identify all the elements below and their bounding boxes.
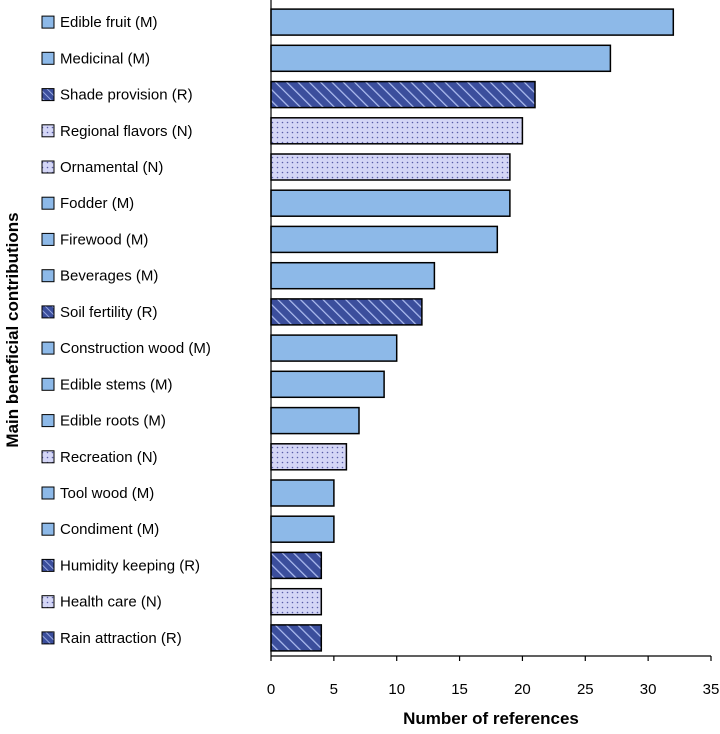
category-label-fodder: Fodder (M) [60,195,134,212]
bar-construction-wood [270,334,398,362]
bar-firewood [270,225,499,254]
category-label-recreation: Recreation (N) [60,449,158,466]
category-label-beverages: Beverages (M) [60,268,158,285]
x-axis: 0 5 10 15 20 25 30 35 [267,0,720,698]
swatch-fodder [41,196,55,210]
bar-condiment [270,515,335,543]
bar-regional-flavors [270,117,524,145]
swatch-shade-provision [41,88,55,102]
swatch-humidity-keeping [41,558,55,572]
category-labels: Edible fruit (M) Medicinal (M) Shade provi… [41,14,211,647]
category-label-regional-flavors: Regional flavors (N) [60,123,193,140]
x-axis-title: Number of references [403,709,579,728]
x-tick-label-35: 35 [703,681,720,698]
category-label-humidity-keeping: Humidity keeping (R) [60,557,200,574]
bar-soil-fertility [270,298,423,326]
category-label-tool-wood: Tool wood (M) [60,485,154,502]
x-tick-label-5: 5 [330,681,338,698]
swatch-edible-fruit [41,15,55,29]
swatch-regional-flavors [41,124,55,138]
bar-rain-attraction [270,624,323,652]
swatch-condiment [41,522,55,536]
bar-recreation [270,443,348,471]
category-label-soil-fertility: Soil fertility (R) [60,304,158,321]
x-tick-label-0: 0 [267,681,275,698]
x-tick-label-10: 10 [388,681,405,698]
bar-edible-roots [270,406,360,435]
category-label-firewood: Firewood (M) [60,231,148,248]
category-label-rain-attraction: Rain attraction (R) [60,630,182,647]
bar-edible-stems [270,370,385,399]
swatch-firewood [41,232,55,246]
bar-ornamental [270,153,511,181]
category-label-edible-stems: Edible stems (M) [60,376,173,393]
swatch-beverages [41,269,55,283]
x-tick-label-30: 30 [640,681,657,698]
bar-humidity-keeping [270,551,323,580]
swatch-ornamental [41,160,55,174]
swatch-recreation [41,450,55,464]
swatch-soil-fertility [41,305,55,319]
bar-shade-provision [270,80,536,109]
swatch-edible-stems [41,377,55,391]
plot-area [270,8,675,652]
bar-fodder [270,189,511,217]
category-label-edible-roots: Edible roots (M) [60,413,166,430]
bar-beverages [270,261,436,290]
category-label-condiment: Condiment (M) [60,521,159,538]
y-axis-title: Main beneficial contributions [3,212,22,447]
swatch-health-care [41,595,55,609]
swatch-rain-attraction [41,631,55,645]
swatch-construction-wood [41,341,55,355]
swatch-medicinal [41,51,55,65]
x-tick-label-20: 20 [514,681,531,698]
category-label-ornamental: Ornamental (N) [60,159,163,176]
category-label-medicinal: Medicinal (M) [60,50,150,67]
bar-tool-wood [270,479,335,507]
bar-health-care [270,587,323,616]
bar-medicinal [270,44,612,73]
category-label-health-care: Health care (N) [60,594,162,611]
swatch-tool-wood [41,486,55,500]
x-tick-label-15: 15 [451,681,468,698]
swatch-edible-roots [41,414,55,428]
category-label-edible-fruit: Edible fruit (M) [60,14,158,31]
x-tick-label-25: 25 [577,681,594,698]
category-label-construction-wood: Construction wood (M) [60,340,211,357]
category-label-shade-provision: Shade provision (R) [60,87,193,104]
bar-edible-fruit [270,8,675,36]
